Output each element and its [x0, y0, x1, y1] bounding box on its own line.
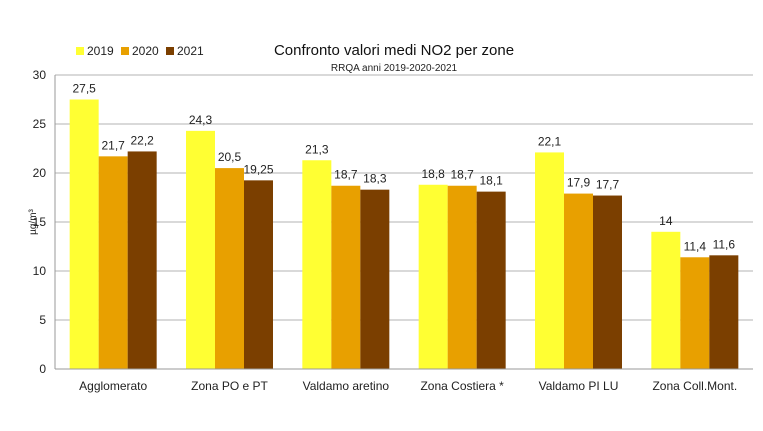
bar-2021 [709, 255, 739, 369]
bar-2021 [593, 195, 622, 369]
category-label: Valdamo aretino [303, 379, 390, 393]
y-tick-label: 30 [33, 68, 47, 82]
y-axis-label: µg/m³ [28, 208, 39, 234]
bar-2021 [127, 151, 157, 369]
legend-label: 2020 [132, 44, 159, 58]
legend: 2019 2020 2021 [76, 44, 204, 58]
y-tick-labels: 0 5 10 15 20 25 30 [33, 68, 47, 376]
bar-2020 [98, 156, 128, 369]
data-label: 17,7 [596, 178, 620, 192]
y-tick-label: 0 [39, 362, 46, 376]
legend-label: 2019 [87, 44, 114, 58]
category-label: Valdamo PI LU [539, 379, 619, 393]
bar-2019 [186, 130, 215, 369]
bar-2021 [476, 191, 506, 369]
y-tick-label: 25 [33, 117, 47, 131]
legend-swatch [76, 47, 84, 55]
data-label: 19,25 [243, 162, 273, 176]
bar-2020 [680, 257, 710, 369]
data-label: 11,6 [713, 237, 736, 251]
y-tick-label: 15 [33, 215, 47, 229]
legend-swatch [121, 47, 129, 55]
bar-2019 [418, 184, 448, 369]
chart-subtitle: RRQA anni 2019-2020-2021 [331, 63, 458, 74]
data-label: 18,8 [421, 167, 445, 181]
bar-2021 [360, 189, 390, 369]
data-label: 22,1 [538, 134, 562, 148]
data-label: 21,7 [101, 138, 125, 152]
bar-2021 [244, 180, 273, 369]
data-label: 27,5 [72, 82, 96, 96]
category-label: Agglomerato [79, 379, 147, 393]
y-tick-label: 10 [33, 264, 47, 278]
bar-2019 [69, 99, 99, 369]
data-label: 18,3 [363, 172, 387, 186]
category-labels: Agglomerato Zona PO e PT Valdamo aretino Zo… [79, 379, 737, 393]
y-tick-label: 20 [33, 166, 47, 180]
data-label: 20,5 [218, 150, 242, 164]
data-label: 24,3 [189, 113, 213, 127]
legend-swatch [166, 47, 174, 55]
bar-2020 [447, 185, 477, 369]
bars [69, 99, 739, 369]
data-label: 22,2 [130, 133, 154, 147]
bar-2020 [331, 185, 361, 369]
data-label: 18,7 [334, 168, 358, 182]
y-tick-label: 5 [39, 313, 46, 327]
data-label: 17,9 [567, 176, 591, 190]
data-label: 21,3 [305, 142, 329, 156]
bar-2020 [215, 168, 244, 369]
bar-2019 [302, 160, 332, 369]
bar-2020 [564, 193, 593, 369]
gridlines [55, 74, 753, 370]
data-label: 11,4 [684, 239, 707, 253]
data-label: 18,7 [450, 168, 474, 182]
category-label: Zona PO e PT [191, 379, 268, 393]
category-label: Zona Costiera * [420, 379, 504, 393]
bar-2019 [651, 231, 681, 369]
chart-title: Confronto valori medi NO2 per zone [274, 42, 514, 59]
bar-2019 [535, 152, 564, 369]
data-label: 18,1 [479, 174, 503, 188]
data-labels: 27,5 21,7 22,2 24,3 20,519,25 21,3 18,7 18,3 18,… [72, 82, 735, 254]
data-label: 14 [659, 214, 673, 228]
legend-label: 2021 [177, 44, 204, 58]
category-label: Zona Coll.Mont. [652, 379, 737, 393]
